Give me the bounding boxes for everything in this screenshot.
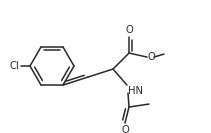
- Text: O: O: [148, 52, 156, 62]
- Text: O: O: [121, 125, 129, 133]
- Text: O: O: [125, 25, 133, 35]
- Text: Cl: Cl: [9, 61, 19, 71]
- Text: HN: HN: [128, 86, 143, 96]
